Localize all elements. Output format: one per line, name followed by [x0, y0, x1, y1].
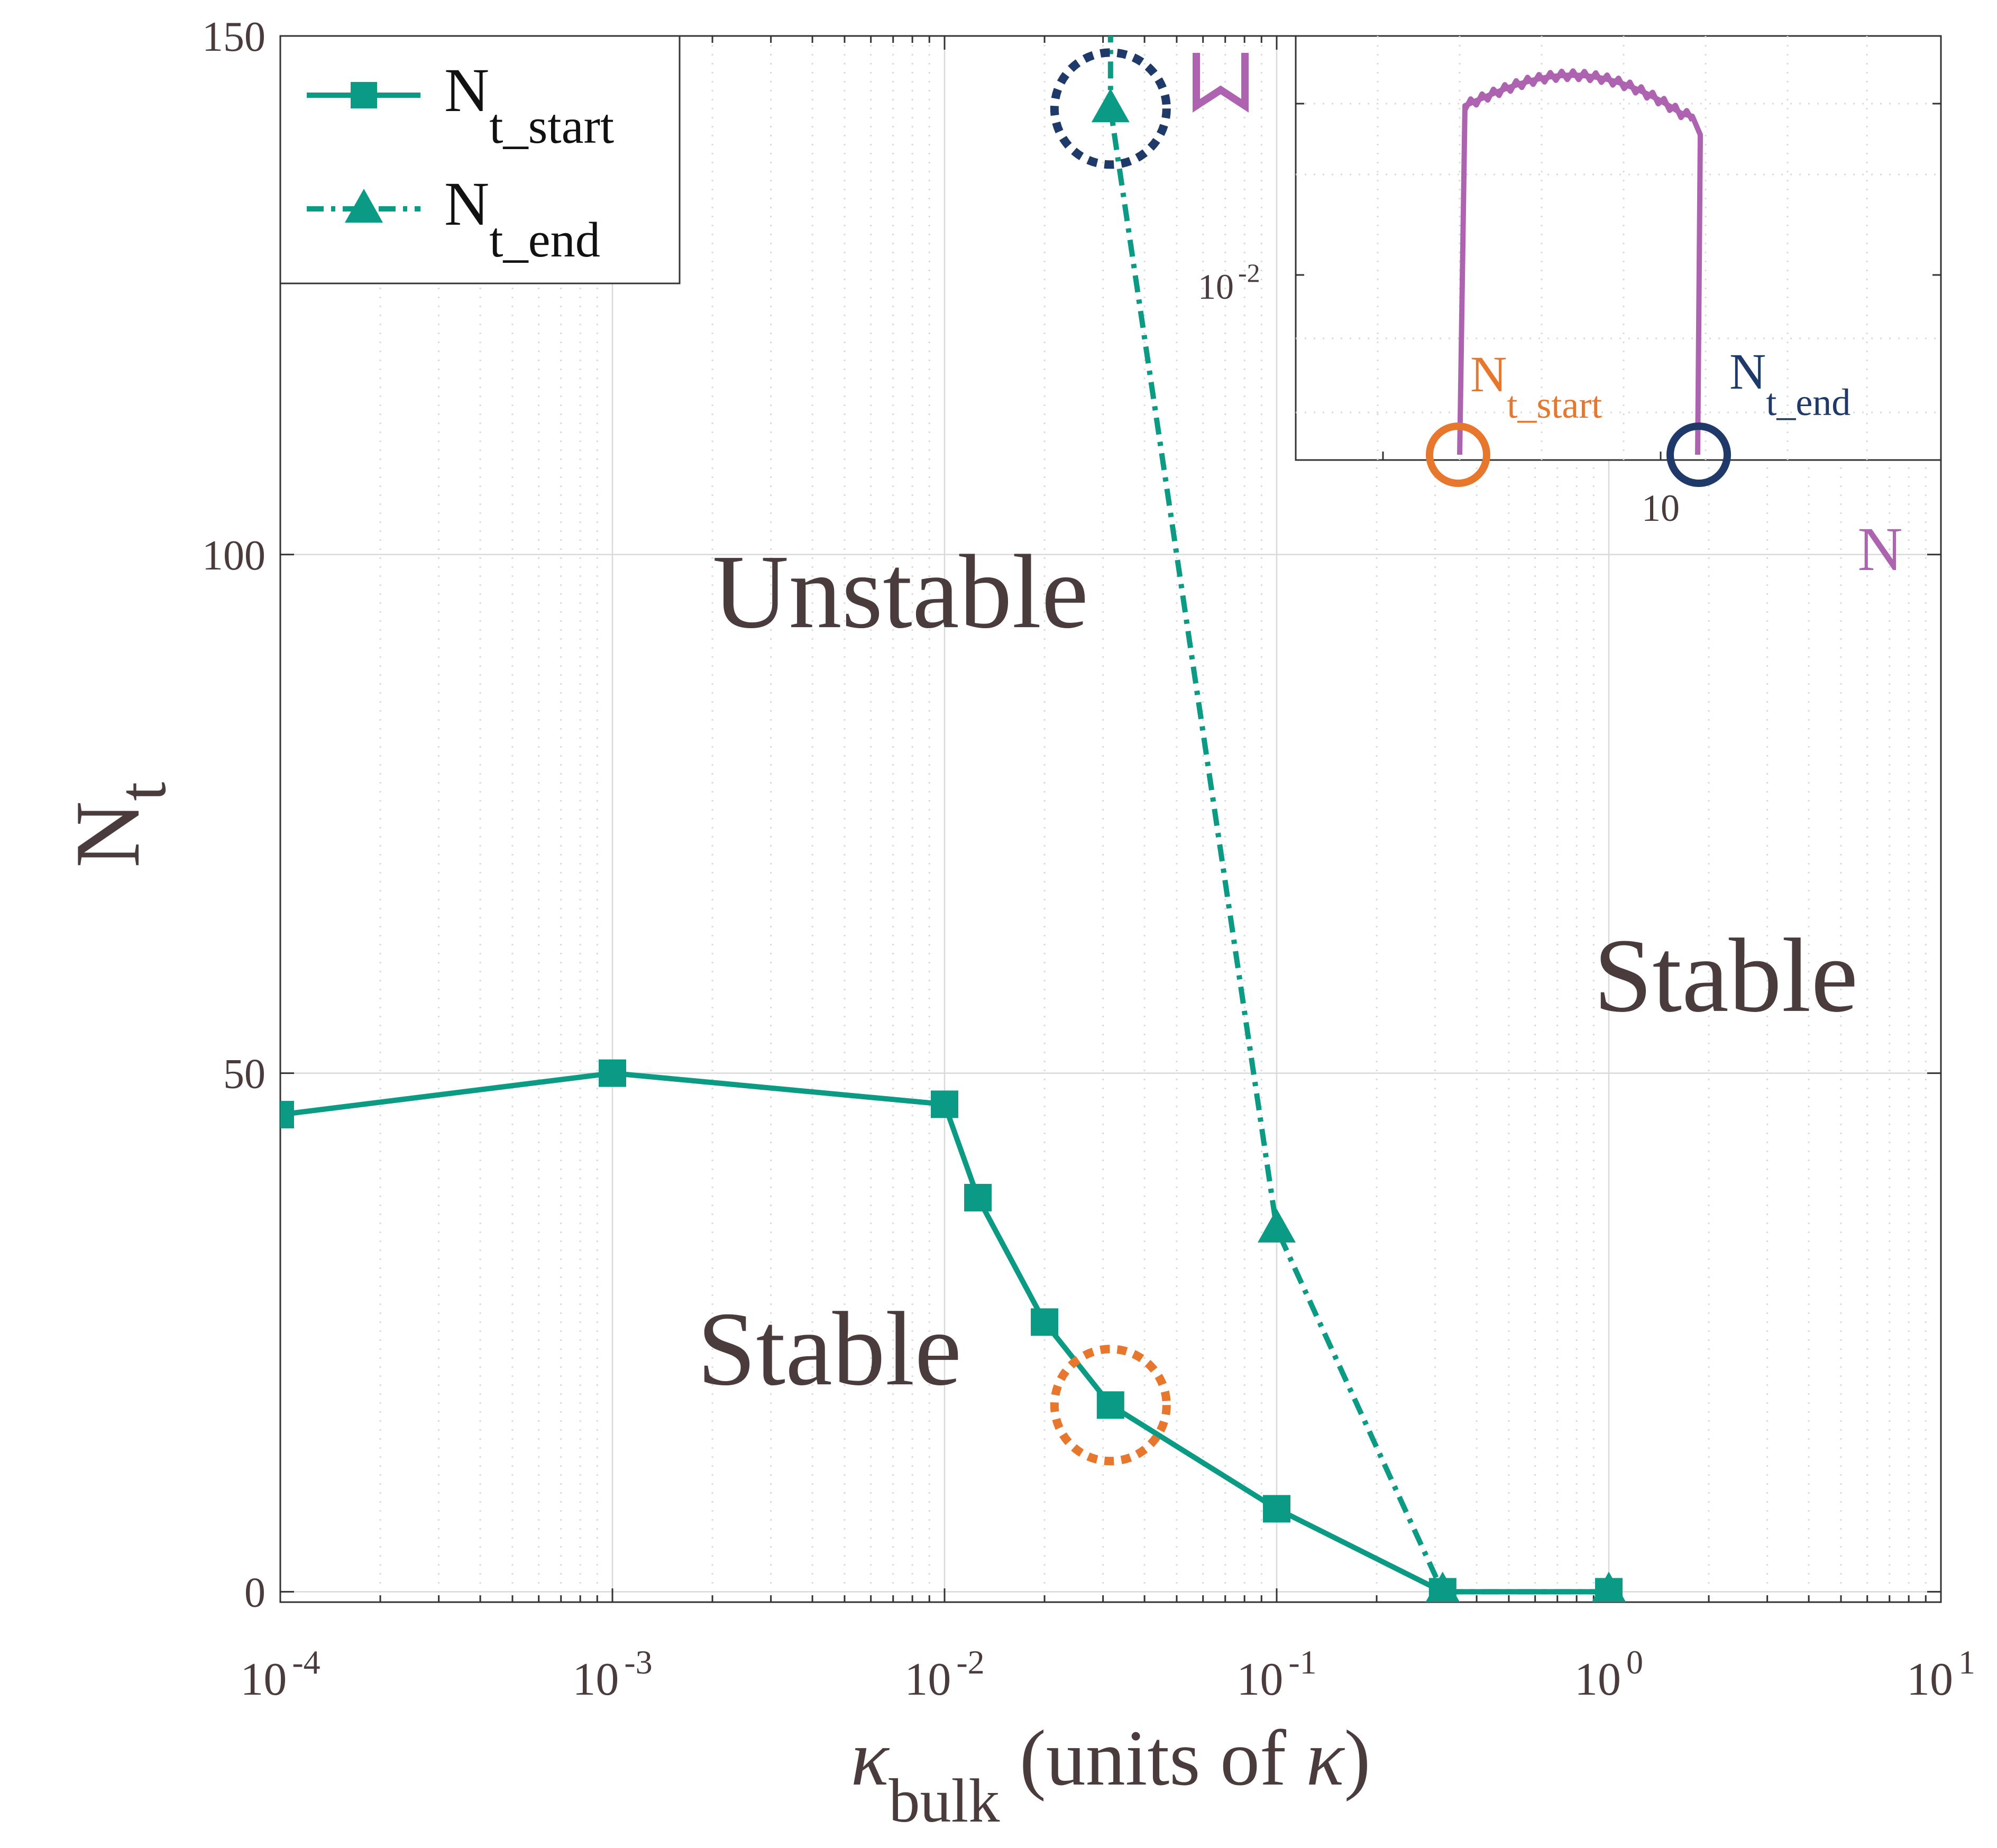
legend-box — [279, 35, 681, 284]
legend-label-t-end: Nt_end — [444, 169, 600, 268]
series-line-nt-end — [1107, 36, 1609, 1595]
data-point-nt-start — [280, 1101, 294, 1129]
region-label-stable: Stable — [697, 1291, 961, 1408]
inset-y-tick-label: 10 -2 — [1198, 258, 1260, 307]
legend-marker-triangle — [345, 189, 383, 223]
data-point-nt-end — [1425, 1571, 1460, 1602]
partial-label-n: N — [1857, 514, 1902, 584]
x-tick-label: 10 -1 — [1236, 1643, 1316, 1705]
partial-glyph-marker — [1193, 53, 1249, 113]
y-tick-label: 0 — [244, 1569, 265, 1616]
highlight-circle-navy — [1050, 48, 1171, 169]
inset-frame — [1295, 35, 1942, 461]
data-point-nt-end — [1591, 1571, 1626, 1602]
data-point-nt-start — [964, 1183, 992, 1211]
y-tick-label: 150 — [202, 14, 265, 60]
x-tick-label: 10 -3 — [572, 1643, 652, 1705]
inset-circle-start — [1426, 422, 1490, 487]
series-layer — [280, 36, 1626, 1602]
legend-marker-square — [351, 82, 377, 108]
legend: Nt_start Nt_end — [279, 35, 681, 284]
x-axis-label: κbulk (units of κ) — [851, 1714, 1371, 1835]
y-axis-label: Nt — [56, 782, 180, 868]
data-point-nt-start — [599, 1059, 626, 1087]
highlight-circle-orange — [1050, 1345, 1171, 1466]
inset-label-nt-start: Nt_start — [1470, 346, 1602, 426]
main-plot: 10 -4 10 -3 10 -2 10 -1 10 0 10 1 0 50 100 150 κbulk (un… — [56, 14, 1975, 1835]
data-point-nt-start — [1263, 1495, 1290, 1523]
inset-label-nt-end: Nt_end — [1729, 343, 1851, 424]
inset-curve-band — [1462, 68, 1695, 122]
data-point-nt-end — [1258, 1208, 1296, 1243]
x-tick-label: 10 -2 — [904, 1643, 984, 1705]
inset-circle-end — [1666, 422, 1731, 487]
y-tick-label: 50 — [223, 1051, 265, 1098]
inset-plot: 10 10 -2 Nt_start Nt_end — [1198, 35, 1942, 529]
data-point-nt-end — [1091, 88, 1130, 123]
x-tick-label: 10 -4 — [240, 1643, 320, 1705]
x-tick-label: 10 1 — [1907, 1643, 1975, 1705]
inset-x-tick-label: 10 — [1642, 487, 1680, 529]
y-tick-label: 100 — [202, 532, 265, 579]
legend-label-t-start: Nt_start — [444, 56, 614, 154]
region-label-unstable: Unstable — [712, 534, 1088, 650]
x-tick-label: 10 0 — [1574, 1643, 1643, 1705]
data-point-nt-start — [1096, 1391, 1124, 1419]
region-label-stable: Stable — [1593, 917, 1858, 1034]
data-point-nt-start — [1031, 1308, 1059, 1336]
data-point-nt-start — [931, 1090, 958, 1118]
